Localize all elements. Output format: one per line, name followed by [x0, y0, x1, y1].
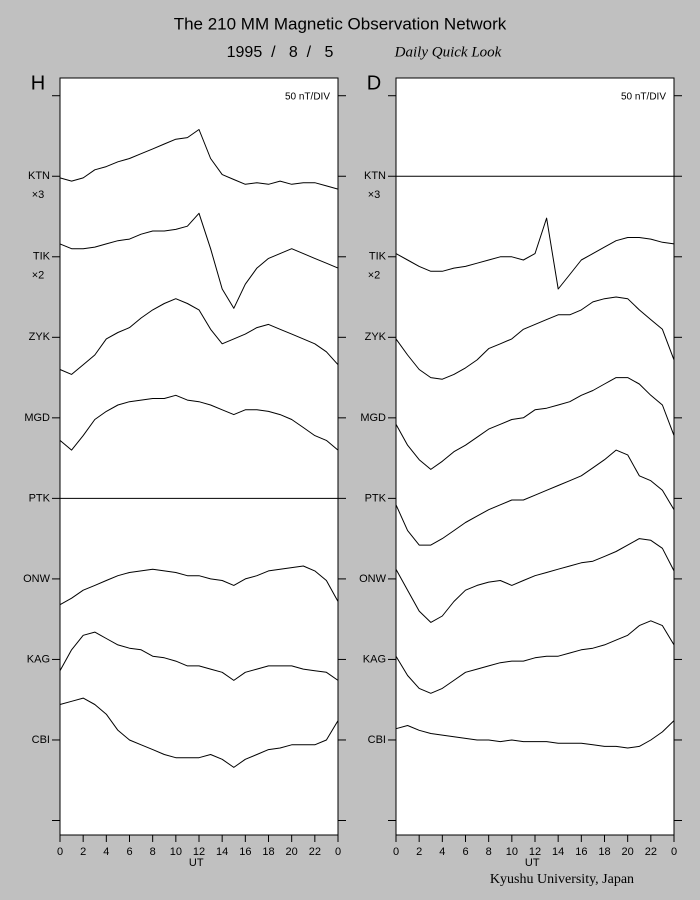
x-tick-label: 2	[80, 846, 86, 858]
y-tick-label: ONW	[23, 573, 51, 585]
scale-label: 50 nT/DIV	[285, 92, 330, 103]
y-tick-label: ZYK	[29, 331, 51, 343]
x-tick-label: 0	[335, 846, 341, 858]
x-tick-label: 4	[439, 846, 445, 858]
panel-label: D	[367, 72, 381, 94]
plot-area	[59, 77, 339, 836]
date: 1995 / 8 / 5	[227, 44, 334, 61]
scale-label: 50 nT/DIV	[621, 92, 666, 103]
y-tick-label: ONW	[359, 573, 387, 585]
trace	[59, 697, 339, 768]
trace	[395, 620, 675, 694]
y-tick-label: KTN	[28, 170, 50, 182]
trace	[395, 217, 675, 290]
trace	[59, 394, 339, 451]
gain-label: ×2	[32, 270, 45, 282]
trace	[395, 296, 675, 380]
y-tick-label: MGD	[360, 412, 386, 424]
x-tick-label: 14	[552, 846, 564, 858]
trace	[59, 212, 339, 309]
y-tick-label: TIK	[369, 251, 387, 263]
y-tick-label: ZYK	[365, 331, 387, 343]
footer: Kyushu University, Japan	[490, 872, 634, 887]
x-tick-label: 22	[309, 846, 321, 858]
y-tick-label: PTK	[29, 492, 51, 504]
x-tick-label: 14	[216, 846, 228, 858]
gain-label: ×2	[368, 270, 381, 282]
x-tick-label: 18	[598, 846, 610, 858]
plot-area	[395, 77, 675, 836]
x-tick-label: 12	[529, 846, 541, 858]
trace	[395, 720, 675, 749]
title: The 210 MM Magnetic Observation Network	[174, 14, 507, 33]
x-tick-label: 10	[506, 846, 518, 858]
x-tick-label: 2	[416, 846, 422, 858]
y-tick-label: MGD	[24, 412, 50, 424]
gain-label: ×3	[32, 189, 45, 201]
trace	[59, 631, 339, 681]
trace	[395, 449, 675, 546]
x-tick-label: 22	[645, 846, 657, 858]
trace	[395, 538, 675, 623]
x-tick-label: 8	[150, 846, 156, 858]
x-tick-label: 6	[126, 846, 132, 858]
y-tick-label: KAG	[27, 653, 50, 665]
x-tick-label: 20	[286, 846, 298, 858]
y-tick-label: KTN	[364, 170, 386, 182]
y-tick-label: KAG	[363, 653, 386, 665]
x-tick-label: 8	[486, 846, 492, 858]
y-tick-label: TIK	[33, 251, 51, 263]
y-tick-label: CBI	[32, 734, 50, 746]
x-tick-label: 4	[103, 846, 109, 858]
trace	[59, 298, 339, 375]
y-tick-label: PTK	[365, 492, 387, 504]
trace	[395, 377, 675, 470]
x-tick-label: 0	[671, 846, 677, 858]
x-axis-label: UT	[189, 857, 204, 869]
x-tick-label: 16	[239, 846, 251, 858]
gain-label: ×3	[368, 189, 381, 201]
x-axis-label: UT	[525, 857, 540, 869]
x-tick-label: 0	[393, 846, 399, 858]
x-tick-label: 6	[462, 846, 468, 858]
x-tick-label: 18	[262, 846, 274, 858]
x-tick-label: 20	[622, 846, 634, 858]
product-label: Daily Quick Look	[394, 44, 502, 60]
x-tick-label: 16	[575, 846, 587, 858]
x-tick-label: 12	[193, 846, 205, 858]
trace	[59, 565, 339, 606]
trace	[59, 129, 339, 190]
y-tick-label: CBI	[368, 734, 386, 746]
x-tick-label: 10	[170, 846, 182, 858]
panel-label: H	[31, 72, 45, 94]
x-tick-label: 0	[57, 846, 63, 858]
